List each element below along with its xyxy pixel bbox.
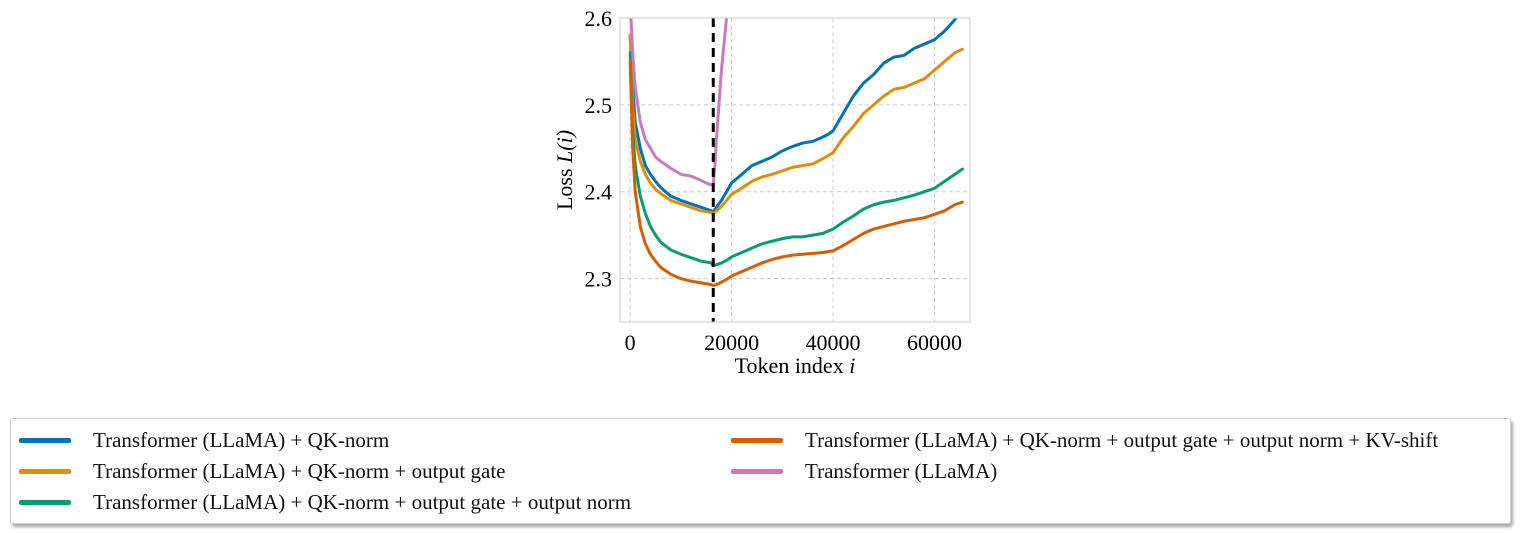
- legend-label: Transformer (LLaMA) + QK-norm + output g…: [93, 489, 632, 514]
- series-line-3: [628, 59, 964, 288]
- legend: Transformer (LLaMA) + QK-norm Transforme…: [10, 418, 1511, 524]
- x-tick-label: 40000: [806, 330, 861, 355]
- y-axis-label-var: L(i): [552, 130, 577, 164]
- y-tick-label: 2.4: [585, 180, 613, 205]
- legend-label: Transformer (LLaMA): [805, 458, 998, 483]
- x-tick-label: 60000: [907, 330, 962, 355]
- y-tick-label: 2.3: [585, 267, 613, 292]
- legend-label: Transformer (LLaMA) + QK-norm: [93, 427, 390, 452]
- x-axis-label-var: i: [849, 353, 855, 378]
- legend-item-qk-norm: Transformer (LLaMA) + QK-norm: [19, 425, 389, 455]
- series-line-1: [628, 33, 964, 215]
- legend-item-output-gate: Transformer (LLaMA) + QK-norm + output g…: [19, 456, 506, 486]
- y-tick-label: 2.6: [585, 6, 613, 31]
- y-tick-labels: 2.3 2.4 2.5 2.6: [585, 6, 613, 292]
- y-tick-label: 2.5: [585, 93, 613, 118]
- legend-label: Transformer (LLaMA) + QK-norm + output g…: [93, 458, 506, 483]
- y-axis-label-text: Loss: [552, 168, 577, 210]
- plot-frame: [619, 17, 971, 323]
- legend-item-output-norm: Transformer (LLaMA) + QK-norm + output g…: [19, 487, 631, 517]
- legend-swatch: [19, 468, 71, 474]
- series-lines: [628, 18, 964, 288]
- x-tick-label: 20000: [704, 330, 759, 355]
- plot-background: [620, 18, 970, 322]
- x-tick-label: 0: [625, 330, 636, 355]
- legend-item-llama: Transformer (LLaMA): [731, 456, 997, 486]
- y-axis-label: Loss L(i): [552, 130, 577, 210]
- x-axis-label-text: Token index: [735, 353, 844, 378]
- legend-swatch: [19, 437, 71, 443]
- legend-swatch: [731, 468, 783, 474]
- legend-label: Transformer (LLaMA) + QK-norm + output g…: [805, 427, 1439, 452]
- x-axis-label: Token index i: [735, 353, 856, 378]
- x-tick-labels: 0 20000 40000 60000: [625, 330, 962, 355]
- legend-item-kv-shift: Transformer (LLaMA) + QK-norm + output g…: [731, 425, 1438, 455]
- series-line-2: [628, 51, 964, 268]
- series-line-4: [629, 18, 729, 187]
- legend-swatch: [19, 499, 71, 505]
- legend-swatch: [731, 437, 783, 443]
- series-line-0: [628, 18, 958, 214]
